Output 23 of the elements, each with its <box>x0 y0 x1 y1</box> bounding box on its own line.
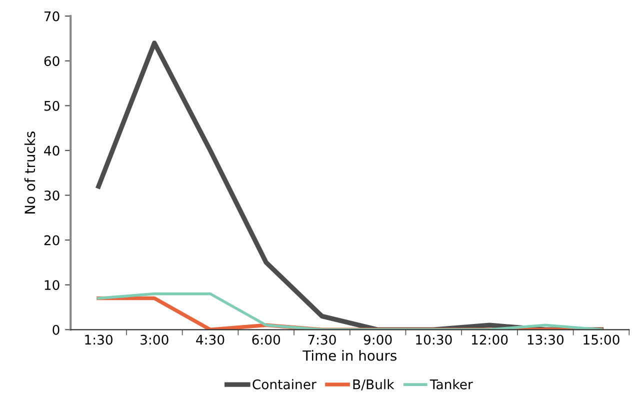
x-tick-label: 9:00 <box>364 334 392 345</box>
x-tick-label: 1:30 <box>85 334 112 345</box>
y-tick-label: 20 <box>44 235 60 246</box>
y-tick-label: 40 <box>44 146 60 156</box>
legend-label: B/Bulk <box>353 379 394 390</box>
x-tick-label: 15:00 <box>584 334 620 345</box>
legend-label: Tanker <box>430 379 473 390</box>
x-tick-label: 4:30 <box>196 334 224 345</box>
y-tick-label: 10 <box>44 280 60 290</box>
x-tick-label: 6:00 <box>252 334 280 345</box>
x-axis-title: Time in hours <box>302 350 396 361</box>
y-tick-label: 60 <box>44 56 60 66</box>
y-tick-label: 50 <box>44 100 60 111</box>
legend-label: Container <box>252 379 316 390</box>
y-axis-title: No of trucks <box>24 132 36 214</box>
y-tick-label: 70 <box>44 11 60 22</box>
x-tick-label: 12:00 <box>472 334 508 345</box>
y-tick-label: 30 <box>44 190 60 200</box>
x-tick-label: 3:00 <box>140 334 168 345</box>
x-tick-label: 13:30 <box>528 334 564 345</box>
y-tick-label: 0 <box>52 324 60 335</box>
x-tick-label: 7:30 <box>308 334 336 345</box>
x-tick-label: 10:30 <box>416 334 452 345</box>
